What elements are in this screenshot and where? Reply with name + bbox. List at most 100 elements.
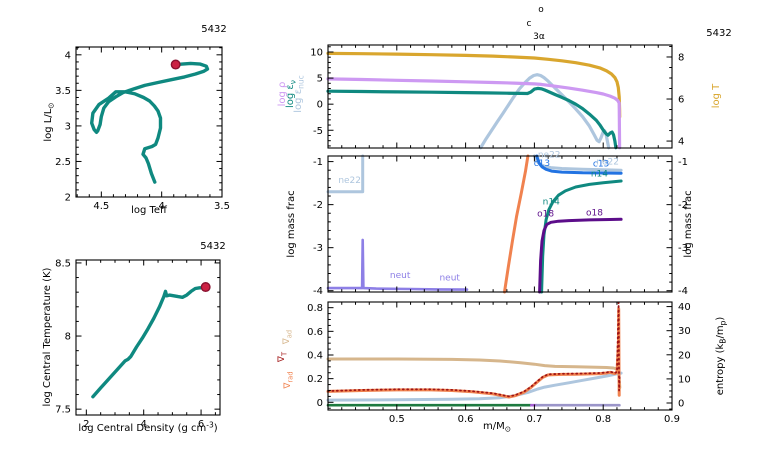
ytick-label-right: 0 xyxy=(678,399,684,410)
label-c: c xyxy=(527,19,532,29)
panel-hr-diagram: 4.5 4 3.5 2 2.5 3 3.5 4 5432 log L/L⊙ log Teff xyxy=(43,24,230,216)
xtick-label: 6 xyxy=(198,419,204,430)
panel-profile-gradients: 0.5 0.6 0.7 0.8 0.9 0 0.2 0.4 0.6 0.8 0 10 20 30 40 ∇ad… xyxy=(277,301,728,434)
series-log-rho xyxy=(326,77,622,150)
label-mm: m/M⊙ xyxy=(483,421,511,434)
label-ad: ∇ad xyxy=(282,330,294,345)
label-n14: n14 xyxy=(543,198,560,208)
label-log: log ρ xyxy=(277,82,288,107)
ytick-label: 0.6 xyxy=(307,327,323,338)
ytick-label: 5 xyxy=(317,74,323,85)
label-5432: 5432 xyxy=(200,241,225,252)
ytick-label-right: 6 xyxy=(678,95,684,106)
label-logcentraldensitygcm3: log Central Density (g cm-3) xyxy=(78,421,217,434)
xtick-label: 2 xyxy=(83,419,89,430)
ytick-label: 4 xyxy=(65,50,71,61)
label-log: log εν xyxy=(285,80,298,108)
ytick-label: 3 xyxy=(65,121,71,132)
label-t: ∇T xyxy=(277,351,289,363)
label-logcentraltemperaturek: log Central Temperature (K) xyxy=(42,267,53,406)
ytick-label: 0.2 xyxy=(307,374,323,385)
ytick-label: 7.5 xyxy=(55,405,71,416)
panel-central-t-rho: 2 4 6 7.5 8 8.5 5432 log Central Temperature (K… xyxy=(42,241,226,434)
ytick-label-right: 8 xyxy=(678,52,684,63)
ytick-label-right: 10 xyxy=(678,374,691,385)
axes-frame-profile-gradients xyxy=(327,301,673,411)
ytick-label: 0 xyxy=(317,398,323,409)
xtick-label: 4 xyxy=(141,419,147,430)
series-grad-T xyxy=(327,301,621,398)
series-evolution-track xyxy=(89,61,210,184)
label-logmassfrac: log mass frac xyxy=(286,190,297,257)
ytick-label: -5 xyxy=(313,126,323,137)
xtick-label: 3.5 xyxy=(214,201,230,212)
label-lognuc: log εnuc xyxy=(293,75,306,112)
label-logll: log L/L⊙ xyxy=(43,102,56,141)
axes-frame-hr-diagram xyxy=(75,46,223,198)
xtick-label: 0.5 xyxy=(389,414,405,425)
label-ne22: ne22 xyxy=(338,176,361,186)
series-c13 xyxy=(535,154,623,175)
label-c13: c13 xyxy=(593,159,609,169)
ytick-label-right: -1 xyxy=(678,157,688,168)
ytick-label: 0.4 xyxy=(307,350,323,361)
series-o18 xyxy=(538,217,623,294)
ytick-label-right: 4 xyxy=(678,137,684,148)
label-logt: log T xyxy=(711,83,722,108)
series-central-track xyxy=(91,285,207,399)
label-5432: 5432 xyxy=(201,24,226,35)
ytick-label: 2 xyxy=(65,193,71,204)
axes-frame-central-t-rho xyxy=(75,259,221,416)
marker-current-model xyxy=(170,59,181,70)
axes-frame-profile-top xyxy=(327,44,673,149)
label-ne22: ne22 xyxy=(596,158,619,168)
series-orange-curve xyxy=(503,154,530,294)
ytick-label-right: -3 xyxy=(678,243,688,254)
label-c13: c13 xyxy=(534,159,550,169)
ytick-label-right: 30 xyxy=(678,326,691,337)
series-neut xyxy=(326,238,469,291)
label-entropykbmp: entropy (kB/mp) xyxy=(715,317,728,396)
ytick-label-right: -4 xyxy=(678,286,688,297)
label-logteff: log Teff xyxy=(131,205,168,216)
xtick-label: 0.7 xyxy=(526,414,542,425)
xtick-label: 4 xyxy=(158,201,164,212)
label-o: o xyxy=(538,5,544,15)
ytick-label: -2 xyxy=(313,200,323,211)
xtick-label: 0.9 xyxy=(664,414,680,425)
ytick-label: -3 xyxy=(313,243,323,254)
ytick-label: -4 xyxy=(313,286,323,297)
ytick-label-right: 40 xyxy=(678,302,691,313)
ytick-label: 10 xyxy=(310,47,323,58)
xtick-label: 0.6 xyxy=(458,414,474,425)
label-neut: neut xyxy=(390,271,411,281)
ytick-label: 2.5 xyxy=(55,157,71,168)
label-5432: 5432 xyxy=(706,28,731,39)
ytick-label: 3.5 xyxy=(55,86,71,97)
ytick-label-right: 20 xyxy=(678,350,691,361)
ytick-label-right: -2 xyxy=(678,200,688,211)
ytick-label: 8 xyxy=(65,332,71,343)
ytick-label: -1 xyxy=(313,157,323,168)
axes-frame-profile-abundances xyxy=(327,155,673,293)
label-rad: ∇rad xyxy=(283,371,295,389)
label-o18: o18 xyxy=(537,210,554,220)
series-ne22-core xyxy=(326,154,365,194)
marker-current-model xyxy=(200,282,211,293)
label-logmassfrac: log mass frac xyxy=(683,190,694,257)
xtick-label: 0.8 xyxy=(595,414,611,425)
label-n14: n14 xyxy=(591,170,608,180)
xtick-label: 4.5 xyxy=(93,201,109,212)
label-ne22: ne22 xyxy=(538,150,561,160)
ytick-label: 8.5 xyxy=(55,258,71,269)
panel-profile-abundances: -1 -2 -3 -4 -1 -2 -3 -4 log mass frac log mass fr… xyxy=(286,150,694,297)
label-3: 3α xyxy=(533,32,545,42)
ytick-label: 0.8 xyxy=(307,303,323,314)
series-log-eps-nu xyxy=(326,86,618,150)
series-log-T xyxy=(326,51,622,119)
label-o18: o18 xyxy=(586,208,603,218)
